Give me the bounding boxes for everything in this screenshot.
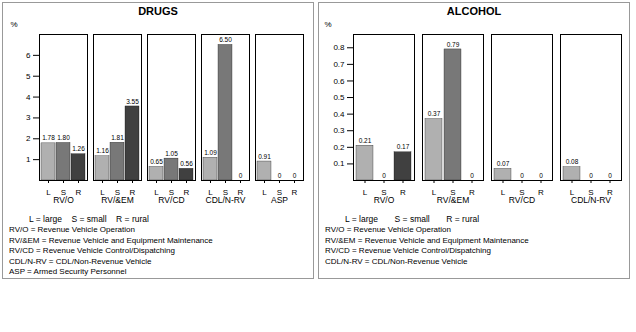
html-text:RV/&EM = Revenue Vehicle and E: RV/&EM = Revenue Vehicle and Equipment M… bbox=[9, 235, 213, 245]
svg-text:L: L bbox=[262, 188, 267, 197]
svg-text:1.78: 1.78 bbox=[42, 134, 55, 141]
svg-text:S: S bbox=[114, 188, 121, 198]
svg-text:R: R bbox=[76, 188, 82, 197]
html-text:RV/O = Revenue Vehicle Operati: RV/O = Revenue Vehicle Operation bbox=[9, 225, 135, 234]
svg-text:0: 0 bbox=[278, 172, 282, 179]
svg-text:6: 6 bbox=[26, 51, 31, 60]
svg-text:L: L bbox=[46, 188, 51, 197]
html-text:DRUGS: DRUGS bbox=[138, 5, 178, 17]
svg-text:CDL/N-RV: CDL/N-RV bbox=[571, 195, 611, 205]
svg-text:0: 0 bbox=[239, 172, 243, 179]
svg-text:0.08: 0.08 bbox=[566, 158, 579, 165]
svg-text:S: S bbox=[276, 188, 283, 198]
html-text:ASP = Armed Security Personnel: ASP = Armed Security Personnel bbox=[9, 267, 127, 276]
svg-text:S: S bbox=[588, 188, 594, 198]
svg-text:3: 3 bbox=[26, 113, 31, 122]
svg-text:0.07: 0.07 bbox=[497, 160, 510, 167]
svg-text:S: S bbox=[450, 188, 456, 198]
svg-text:0: 0 bbox=[608, 172, 612, 179]
svg-text:L: L bbox=[431, 188, 437, 198]
svg-text:S: S bbox=[168, 188, 175, 198]
svg-text:%: % bbox=[325, 20, 332, 29]
svg-text:0.3: 0.3 bbox=[333, 126, 345, 135]
svg-text:0: 0 bbox=[539, 172, 543, 179]
svg-text:L: L bbox=[100, 188, 105, 198]
svg-text:%: % bbox=[11, 20, 18, 29]
html-text:RV/CD = Revenue Vehicle Contro: RV/CD = Revenue Vehicle Control/Dispatch… bbox=[325, 246, 491, 255]
svg-text:R: R bbox=[607, 188, 613, 198]
svg-text:0.7: 0.7 bbox=[333, 60, 345, 69]
svg-text:0.1: 0.1 bbox=[333, 159, 345, 168]
svg-text:R: R bbox=[292, 188, 298, 197]
svg-text:1.09: 1.09 bbox=[204, 149, 217, 156]
svg-text:RV/&EM: RV/&EM bbox=[437, 195, 469, 205]
svg-text:RV/CD: RV/CD bbox=[158, 195, 184, 205]
svg-text:0.79: 0.79 bbox=[447, 41, 460, 48]
svg-text:L: L bbox=[501, 188, 506, 197]
svg-text:CDL/N-RV: CDL/N-RV bbox=[206, 195, 246, 205]
svg-text:0.4: 0.4 bbox=[333, 110, 345, 119]
svg-text:0.91: 0.91 bbox=[258, 153, 271, 160]
svg-text:S: S bbox=[519, 188, 525, 198]
svg-text:5: 5 bbox=[26, 72, 31, 81]
svg-text:S: S bbox=[222, 188, 229, 198]
svg-text:3.55: 3.55 bbox=[126, 98, 139, 105]
svg-text:1.80: 1.80 bbox=[57, 134, 70, 141]
svg-text:L: L bbox=[154, 188, 159, 198]
html-text:L = large S = small R = rural: L = large S = small R = rural bbox=[345, 214, 480, 224]
svg-text:6.50: 6.50 bbox=[219, 36, 232, 43]
svg-text:0.6: 0.6 bbox=[333, 77, 345, 86]
svg-text:L: L bbox=[208, 188, 213, 198]
svg-text:4: 4 bbox=[26, 93, 31, 102]
svg-text:RV/CD: RV/CD bbox=[509, 195, 535, 205]
svg-text:0: 0 bbox=[520, 172, 524, 179]
svg-text:L: L bbox=[569, 188, 575, 198]
svg-text:0.17: 0.17 bbox=[397, 143, 410, 150]
svg-text:RV/&EM: RV/&EM bbox=[101, 195, 133, 205]
html-text:RV/CD = Revenue Vehicle Contro: RV/CD = Revenue Vehicle Control/Dispatch… bbox=[9, 246, 175, 255]
html-text:ALCOHOL: ALCOHOL bbox=[446, 5, 502, 17]
svg-text:RV/O: RV/O bbox=[53, 195, 74, 205]
svg-text:0.37: 0.37 bbox=[428, 110, 441, 117]
svg-text:S: S bbox=[381, 188, 387, 198]
svg-text:R: R bbox=[237, 188, 244, 198]
svg-text:1: 1 bbox=[26, 155, 31, 164]
svg-text:2: 2 bbox=[26, 134, 31, 143]
svg-text:RV/O: RV/O bbox=[374, 195, 395, 205]
svg-text:0.56: 0.56 bbox=[180, 160, 193, 167]
html-text:RV/O = Revenue Vehicle Operati: RV/O = Revenue Vehicle Operation bbox=[325, 225, 451, 234]
html-text:RV/&EM = Revenue Vehicle and E: RV/&EM = Revenue Vehicle and Equipment M… bbox=[325, 235, 529, 245]
svg-text:ASP: ASP bbox=[271, 195, 288, 205]
svg-text:R: R bbox=[538, 188, 544, 197]
html-text:L = large S = small R = rural: L = large S = small R = rural bbox=[29, 214, 149, 224]
svg-text:1.81: 1.81 bbox=[111, 134, 124, 141]
svg-text:0: 0 bbox=[589, 172, 593, 179]
svg-text:1.05: 1.05 bbox=[165, 150, 178, 157]
svg-text:0.2: 0.2 bbox=[333, 143, 345, 152]
svg-text:0.5: 0.5 bbox=[333, 93, 345, 102]
svg-text:1.26: 1.26 bbox=[72, 145, 85, 152]
html-text:CDL/N-RV = CDL/Non-Revenue Veh: CDL/N-RV = CDL/Non-Revenue Vehicle bbox=[325, 256, 468, 266]
svg-text:0.65: 0.65 bbox=[150, 158, 163, 165]
svg-text:L: L bbox=[363, 188, 368, 197]
svg-text:0.8: 0.8 bbox=[333, 43, 345, 52]
svg-text:0: 0 bbox=[293, 172, 297, 179]
svg-text:1.16: 1.16 bbox=[96, 147, 109, 154]
html-text:CDL/N-RV = CDL/Non-Revenue Veh: CDL/N-RV = CDL/Non-Revenue Vehicle bbox=[9, 256, 152, 266]
svg-text:0: 0 bbox=[382, 172, 386, 179]
svg-text:0.21: 0.21 bbox=[359, 137, 372, 144]
svg-text:R: R bbox=[400, 188, 406, 197]
svg-text:R: R bbox=[183, 188, 190, 198]
svg-text:S: S bbox=[60, 188, 67, 198]
svg-text:R: R bbox=[469, 188, 475, 197]
svg-text:0: 0 bbox=[470, 172, 474, 179]
svg-text:R: R bbox=[129, 188, 136, 198]
